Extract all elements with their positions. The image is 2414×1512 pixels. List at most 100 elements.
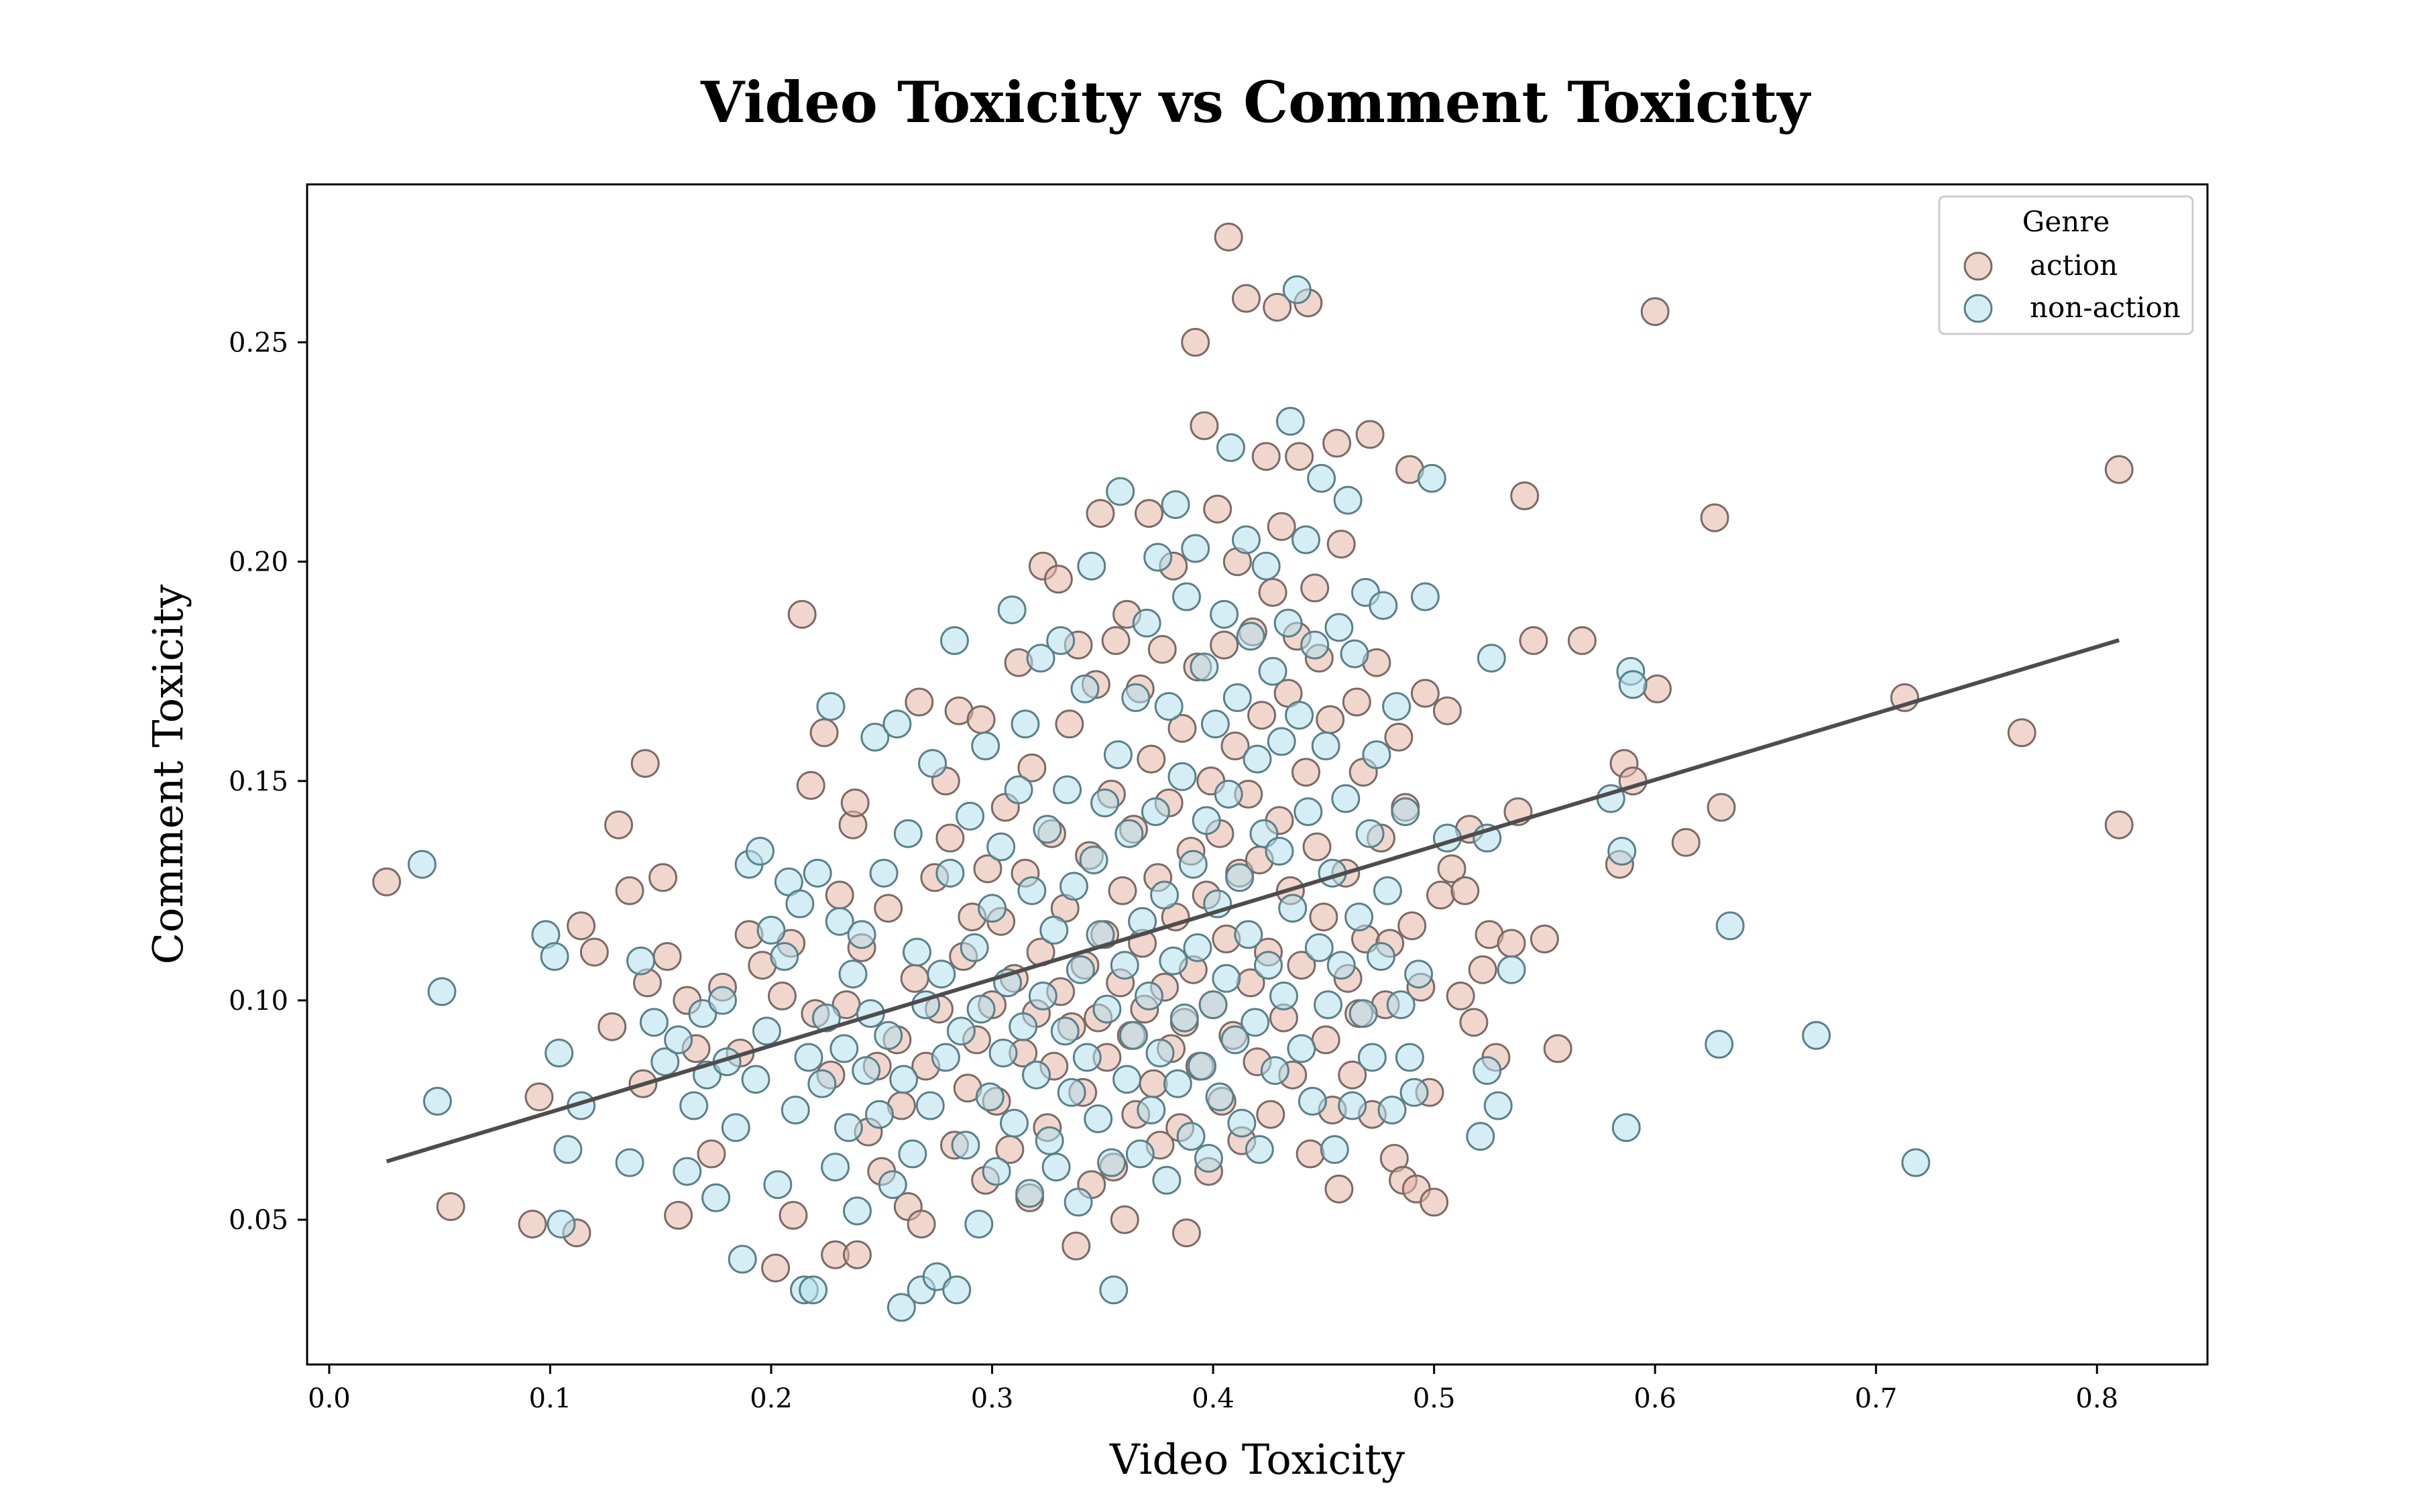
point-action-47 [905, 687, 934, 717]
point-non-action-181 [1300, 630, 1330, 660]
point-action-73 [1017, 753, 1047, 782]
point-non-action-35 [799, 1275, 828, 1305]
point-non-action-173 [1275, 406, 1305, 436]
point-non-action-93 [1033, 815, 1062, 844]
point-non-action-72 [956, 801, 985, 831]
point-non-action-104 [1070, 674, 1100, 703]
point-non-action-140 [1181, 534, 1210, 563]
point-non-action-217 [1483, 1091, 1513, 1120]
point-action-109 [1135, 499, 1163, 528]
point-non-action-101 [1059, 872, 1088, 901]
x-tick-label: 0.3 [971, 1383, 1014, 1414]
point-non-action-218 [1497, 955, 1526, 984]
point-action-110 [1137, 744, 1166, 774]
point-non-action-198 [1357, 1043, 1387, 1072]
point-action-207 [1450, 876, 1480, 905]
point-action-176 [1322, 428, 1352, 458]
point-non-action-166 [1254, 951, 1283, 980]
y-tick-label: 0.20 [229, 547, 288, 578]
point-non-action-89 [1017, 876, 1047, 905]
point-non-action-6 [547, 1210, 576, 1239]
point-action-217 [1530, 924, 1559, 953]
point-action-100 [1108, 876, 1137, 905]
point-non-action-115 [1106, 477, 1135, 506]
point-non-action-131 [1154, 692, 1184, 721]
point-non-action-39 [816, 692, 846, 721]
point-non-action-51 [869, 858, 899, 888]
point-non-action-7 [553, 1135, 583, 1164]
point-non-action-225 [1715, 911, 1745, 941]
point-non-action-162 [1243, 744, 1272, 774]
point-non-action-111 [1092, 994, 1122, 1024]
point-non-action-79 [982, 1157, 1011, 1186]
point-non-action-18 [701, 1183, 731, 1212]
point-non-action-76 [971, 732, 1000, 760]
point-action-230 [2104, 455, 2134, 484]
point-non-action-116 [1110, 951, 1139, 980]
y-tick-label: 0.15 [229, 766, 288, 797]
point-action-111 [1139, 1069, 1168, 1098]
point-non-action-143 [1190, 652, 1219, 682]
point-non-action-119 [1119, 1021, 1148, 1050]
point-action-129 [1190, 411, 1219, 441]
point-non-action-171 [1269, 981, 1298, 1010]
point-non-action-62 [915, 1091, 945, 1120]
point-non-action-137 [1172, 582, 1201, 612]
point-action-178 [1326, 530, 1356, 559]
point-action-156 [1263, 292, 1292, 322]
point-action-36 [840, 789, 870, 817]
point-non-action-118 [1114, 819, 1144, 848]
point-non-action-200 [1367, 942, 1395, 971]
point-non-action-41 [825, 907, 854, 936]
point-action-216 [1519, 626, 1548, 655]
point-non-action-150 [1210, 599, 1239, 629]
point-non-action-69 [942, 1275, 972, 1305]
point-non-action-201 [1369, 591, 1398, 620]
point-non-action-25 [746, 837, 774, 866]
chart-title: Video Toxicity vs Comment Toxicity [700, 69, 1811, 135]
x-axis-label: Video Toxicity [1109, 1435, 1405, 1484]
point-non-action-134 [1163, 1069, 1192, 1098]
point-non-action-100 [1057, 1078, 1086, 1107]
point-non-action-38 [811, 1003, 841, 1033]
point-non-action-168 [1260, 1056, 1289, 1086]
point-non-action-107 [1079, 846, 1108, 875]
point-non-action-179 [1294, 797, 1323, 827]
point-action-93 [1086, 499, 1115, 528]
point-non-action-204 [1382, 692, 1412, 721]
point-non-action-1 [422, 1086, 452, 1116]
legend-title: Genre [2022, 205, 2110, 238]
point-non-action-32 [785, 889, 815, 919]
point-non-action-86 [1009, 1012, 1038, 1041]
point-non-action-226 [1802, 1021, 1831, 1050]
point-non-action-151 [1212, 964, 1241, 993]
point-action-5 [567, 911, 596, 941]
point-non-action-80 [986, 832, 1016, 862]
point-action-231 [2104, 810, 2134, 839]
point-non-action-105 [1072, 1043, 1102, 1072]
point-action-42 [874, 894, 903, 923]
y-axis-ticks: 0.05 0.10 0.15 0.20 0.25 [229, 328, 307, 1236]
point-action-80 [1043, 565, 1073, 594]
point-non-action-120 [1121, 683, 1151, 712]
x-tick-label: 0.8 [2075, 1383, 2118, 1414]
point-action-33 [825, 880, 854, 910]
point-non-action-28 [763, 1170, 793, 1200]
point-non-action-56 [889, 1065, 919, 1094]
point-action-210 [1468, 955, 1497, 984]
point-non-action-70 [946, 1016, 976, 1046]
point-non-action-210 [1410, 582, 1440, 612]
point-non-action-26 [752, 1016, 781, 1046]
point-action-205 [1437, 854, 1467, 884]
point-non-action-208 [1399, 1078, 1429, 1107]
point-action-6 [579, 937, 609, 967]
point-non-action-184 [1311, 732, 1340, 760]
point-action-200 [1410, 679, 1440, 708]
point-action-172 [1309, 903, 1338, 932]
point-action-206 [1446, 981, 1475, 1010]
point-action-1 [436, 1192, 465, 1221]
point-non-action-191 [1333, 485, 1363, 515]
point-action-2 [518, 1210, 547, 1239]
point-non-action-95 [1039, 915, 1069, 945]
point-non-action-68 [940, 626, 969, 655]
